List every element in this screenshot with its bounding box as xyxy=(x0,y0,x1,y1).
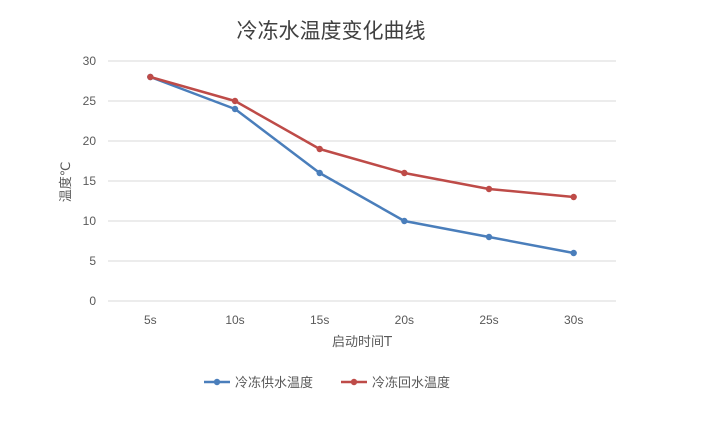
y-tick-label: 20 xyxy=(83,134,97,148)
data-point xyxy=(147,73,154,81)
x-tick-label: 20s xyxy=(395,313,414,327)
series-line xyxy=(149,75,574,199)
data-point xyxy=(401,217,408,225)
series-1 xyxy=(147,73,577,257)
x-tick-label: 25s xyxy=(479,313,498,327)
legend-item: 冷冻回水温度 xyxy=(341,375,450,391)
data-point xyxy=(401,169,408,177)
y-axis-label: 温度℃ xyxy=(58,162,74,203)
grid-lines xyxy=(108,60,616,302)
chart-title: 冷冻水温度变化曲线 xyxy=(237,19,426,43)
data-point xyxy=(570,193,577,201)
y-tick-label: 15 xyxy=(83,174,97,188)
y-tick-label: 0 xyxy=(89,294,96,308)
data-point xyxy=(485,233,493,241)
data-point xyxy=(316,169,323,177)
data-point xyxy=(231,97,239,105)
y-axis-ticks: 0 5 10 15 20 25 30 xyxy=(83,54,97,308)
series-2 xyxy=(147,73,577,201)
y-tick-label: 25 xyxy=(83,94,97,108)
series-lines xyxy=(147,73,577,257)
x-axis-label: 启动时间T xyxy=(332,335,392,350)
data-point xyxy=(231,105,239,113)
x-tick-label: 15s xyxy=(310,313,329,327)
legend-item: 冷冻供水温度 xyxy=(204,375,313,391)
x-tick-label: 5s xyxy=(144,313,157,327)
legend-label: 冷冻回水温度 xyxy=(372,375,450,391)
y-tick-label: 5 xyxy=(89,254,96,268)
data-point xyxy=(485,185,493,193)
legend-marker xyxy=(350,378,358,386)
y-tick-label: 30 xyxy=(83,54,97,68)
data-point xyxy=(570,249,577,257)
series-line xyxy=(149,75,574,255)
y-tick-label: 10 xyxy=(83,214,97,228)
legend: 冷冻供水温度 冷冻回水温度 xyxy=(204,375,450,391)
legend-marker xyxy=(213,378,221,386)
x-tick-label: 30s xyxy=(564,313,583,327)
x-axis-ticks: 5s 10s 15s 20s 25s 30s xyxy=(144,313,583,327)
legend-label: 冷冻供水温度 xyxy=(235,375,313,391)
x-tick-label: 10s xyxy=(225,313,244,327)
data-point xyxy=(316,145,323,153)
